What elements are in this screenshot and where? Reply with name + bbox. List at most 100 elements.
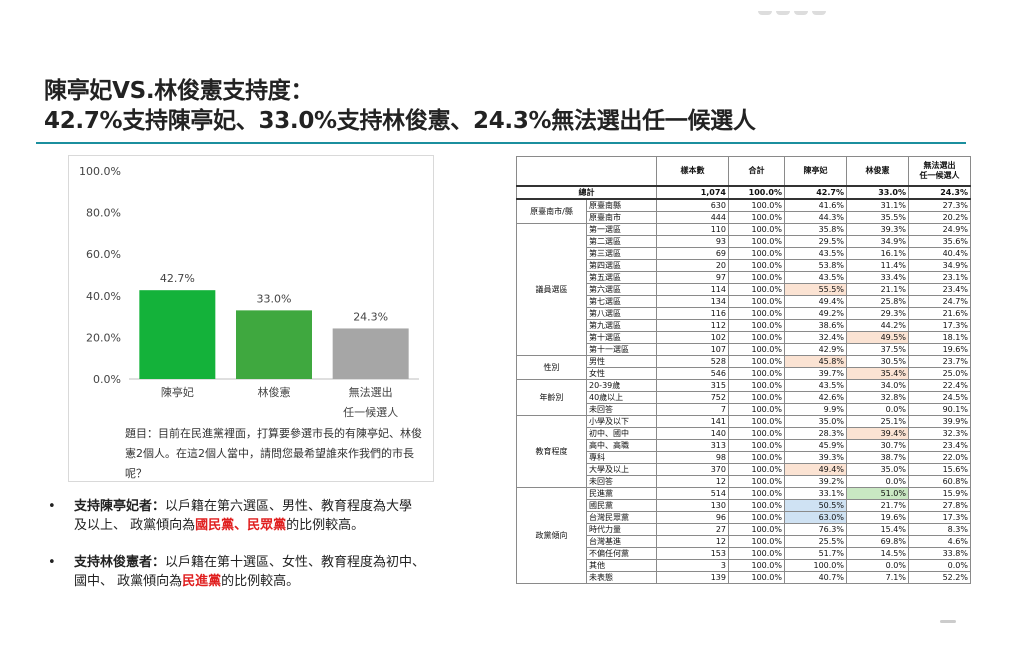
table-row: 議員選區 第一選區 110 100.0% 35.8% 39.3% 24.9% [516, 223, 971, 356]
row-label: 未回答 [586, 403, 657, 416]
table-cell: 34.9% [846, 235, 909, 248]
column-header: 無法選出 任一候選人 [908, 156, 971, 187]
table-cell: 34.9% [908, 259, 971, 272]
table-cell: 100.0% [728, 427, 785, 440]
header-blank [516, 156, 657, 187]
table-cell: 112 [656, 319, 729, 332]
finding-text: 及以上、 政黨傾向為 [74, 518, 196, 533]
row-label: 第八選區 [586, 307, 657, 320]
table-row: 未表態 139 100.0% 40.7% 7.1% 52.2% [517, 571, 971, 584]
table-cell: 43.5% [784, 247, 847, 260]
table-cell: 100.0% [728, 295, 785, 308]
table-cell: 39.3% [846, 223, 909, 236]
table-cell: 100.0% [728, 367, 785, 380]
table-cell: 17.3% [908, 319, 971, 332]
table-cell: 34.0% [846, 379, 909, 392]
table-cell: 51.7% [784, 547, 847, 560]
table-cell: 100.0% [728, 355, 785, 368]
category-label: 任一候選人 [343, 405, 398, 419]
table-cell: 22.4% [908, 379, 971, 392]
table-row: 高中、高職 313 100.0% 45.9% 30.7% 23.4% [517, 439, 971, 452]
table-cell: 100.0% [728, 415, 785, 428]
row-label: 未回答 [586, 475, 657, 488]
table-cell: 100.0% [728, 235, 785, 248]
table-cell: 35.5% [846, 211, 909, 224]
top-decoration [758, 0, 834, 15]
row-label: 台灣民眾黨 [586, 511, 657, 524]
table-cell: 102 [656, 331, 729, 344]
table-cell: 11.4% [846, 259, 909, 272]
table-cell: 50.5% [784, 499, 847, 512]
row-label: 其他 [586, 559, 657, 572]
finding-highlight: 民進黨 [182, 574, 222, 589]
table-cell: 24.3% [908, 185, 971, 200]
row-label: 第一選區 [586, 223, 657, 236]
row-label: 第十一選區 [586, 343, 657, 356]
table-cell: 7.1% [846, 571, 909, 584]
table-row: 政黨傾向 民進黨 514 100.0% 33.1% 51.0% 15.9% [516, 487, 971, 584]
finding-text: 的比例較高。 [221, 574, 300, 589]
table-cell: 39.3% [784, 451, 847, 464]
table-cell: 15.9% [908, 487, 971, 500]
table-cell: 9.9% [784, 403, 847, 416]
finding-text: 的比例較高。 [286, 518, 365, 533]
table-cell: 49.4% [784, 295, 847, 308]
table-cell: 35.8% [784, 223, 847, 236]
table-cell: 12 [656, 535, 729, 548]
table-cell: 49.2% [784, 307, 847, 320]
finding-lead: 支持林俊憲者： [74, 555, 166, 570]
table-cell: 97 [656, 271, 729, 284]
row-label: 第二選區 [586, 235, 657, 248]
bar-chart-panel: 0.0% 20.0% 40.0% 60.0% 80.0% 100.0% 42.7% 陳亭妃 33… [68, 155, 434, 482]
table-row: 第七選區 134 100.0% 49.4% 25.8% 24.7% [517, 295, 971, 308]
table-cell: 100.0% [728, 535, 785, 548]
table-cell: 38.7% [846, 451, 909, 464]
table-cell: 25.8% [846, 295, 909, 308]
table-cell: 35.4% [846, 367, 909, 380]
table-cell: 100.0% [728, 487, 785, 500]
table-cell: 100.0% [728, 559, 785, 572]
table-cell: 110 [656, 223, 729, 236]
y-tick-label: 40.0% [86, 290, 121, 303]
note-line-1: 題目：目前在民進黨裡面，打算要參選市長的有陳亭妃、林俊 [125, 427, 422, 440]
row-label: 20-39歲 [586, 379, 657, 392]
table-row: 第九選區 112 100.0% 38.6% 44.2% 17.3% [517, 319, 971, 332]
table-cell: 21.7% [846, 499, 909, 512]
table-cell: 100.0% [728, 331, 785, 344]
row-label: 原臺南縣 [586, 198, 657, 212]
table-cell: 315 [656, 379, 729, 392]
row-label: 台灣基進 [586, 535, 657, 548]
category-label: 無法選出 [349, 385, 393, 399]
table-cell: 528 [656, 355, 729, 368]
finding-item: • 支持陳亭妃者：以戶籍在第六選區、男性、教育程度為大學 及以上、 政黨傾向為國… [44, 497, 494, 535]
finding-text: 以戶籍在第六選區、男性、教育程度為大學 [165, 499, 413, 514]
table-cell: 100.0% [728, 463, 785, 476]
y-tick-label: 100.0% [79, 165, 121, 178]
table-cell: 93 [656, 235, 729, 248]
table-cell: 40.7% [784, 571, 847, 584]
row-label: 第九選區 [586, 319, 657, 332]
table-cell: 141 [656, 415, 729, 428]
table-cell: 23.4% [908, 439, 971, 452]
table-cell: 140 [656, 427, 729, 440]
group-label: 原臺南市/縣 [516, 198, 587, 224]
column-header: 樣本數 [656, 156, 729, 187]
table-cell: 8.3% [908, 523, 971, 536]
table-cell: 100.0% [728, 343, 785, 356]
table-cell: 0.0% [908, 559, 971, 572]
table-cell: 24.9% [908, 223, 971, 236]
table-cell: 33.8% [908, 547, 971, 560]
bar-chart: 0.0% 20.0% 40.0% 60.0% 80.0% 100.0% 42.7% 陳亭妃 33… [79, 165, 419, 419]
table-cell: 4.6% [908, 535, 971, 548]
row-label: 第五選區 [586, 271, 657, 284]
table-cell: 370 [656, 463, 729, 476]
slide-title: 陳亭妃VS.林俊憲支持度： 42.7%支持陳亭妃、33.0%支持林俊憲、24.3… [44, 76, 756, 136]
group-label: 政黨傾向 [516, 487, 587, 584]
table-cell: 19.6% [846, 511, 909, 524]
row-label: 國民黨 [586, 499, 657, 512]
table-cell: 100.0% [728, 319, 785, 332]
table-row: 第四選區 20 100.0% 53.8% 11.4% 34.9% [517, 259, 971, 272]
table-cell: 33.1% [784, 487, 847, 500]
table-cell: 27.8% [908, 499, 971, 512]
table-cell: 27 [656, 523, 729, 536]
